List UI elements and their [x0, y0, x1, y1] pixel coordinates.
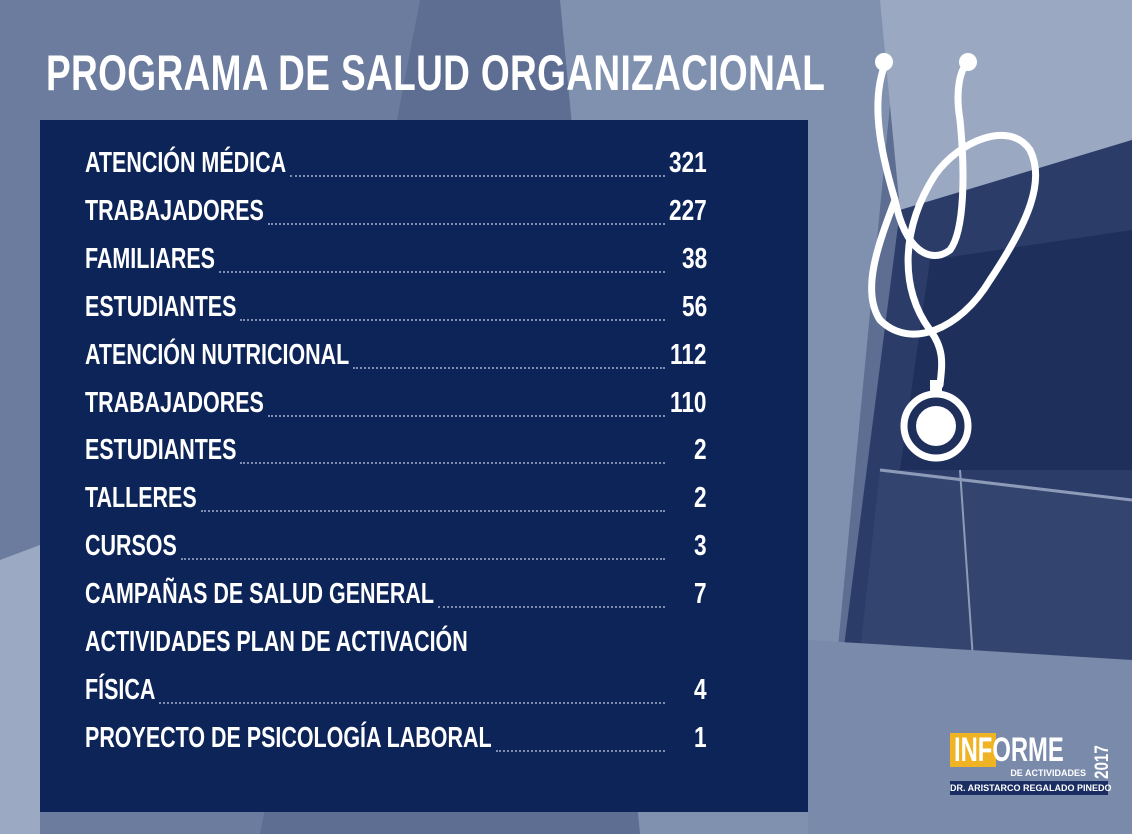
- dot-leader: [437, 606, 665, 609]
- brand: INFORME DE ACTIVIDADES 2017 DR. ARISTARC…: [950, 731, 1113, 797]
- dot-leader: [159, 701, 665, 704]
- row-value: 112: [670, 338, 707, 371]
- row-value: 2: [694, 482, 707, 515]
- row-label: FAMILIARES: [85, 242, 215, 275]
- dot-leader: [353, 366, 665, 369]
- row-value: 38: [681, 242, 707, 275]
- brand-subtitle: DE ACTIVIDADES: [1010, 768, 1086, 778]
- row-value: 110: [670, 386, 707, 419]
- dot-leader: [267, 222, 665, 225]
- row-label: ATENCIÓN NUTRICIONAL: [85, 338, 350, 371]
- row-label: CURSOS: [85, 530, 177, 563]
- row-label: FÍSICA: [85, 673, 156, 706]
- table-panel: [40, 120, 808, 812]
- dot-leader: [218, 270, 665, 273]
- row-value: 56: [681, 290, 707, 323]
- brand-word-rest: FORME: [977, 731, 1064, 769]
- dot-leader: [495, 749, 665, 752]
- row-label: TALLERES: [85, 482, 197, 515]
- dot-leader: [290, 175, 665, 177]
- brand-word: INFORME: [954, 731, 1064, 770]
- brand-author: DR. ARISTARCO REGALADO PINEDO: [950, 781, 1112, 795]
- row-value: 3: [694, 530, 707, 563]
- dot-leader: [180, 558, 665, 561]
- brand-highlight-box: [950, 733, 996, 767]
- stethoscope-icon: [868, 58, 1040, 462]
- row-label: TRABAJADORES: [85, 194, 264, 227]
- dot-leader: [240, 318, 665, 321]
- dot-leader: [200, 510, 665, 513]
- title: PROGRAMA DE SALUD ORGANIZACIONAL: [46, 45, 826, 101]
- dot-leader: [267, 414, 665, 417]
- row-label: ACTIVIDADES PLAN DE ACTIVACIÓN: [85, 626, 468, 658]
- row-value: 2: [694, 434, 707, 467]
- row-label: PROYECTO DE PSICOLOGÍA LABORAL: [85, 721, 492, 754]
- row-label: ATENCIÓN MÉDICA: [85, 147, 287, 179]
- brand-year: 2017: [1092, 745, 1113, 779]
- row-value: 321: [669, 147, 707, 179]
- row-value: 7: [694, 578, 707, 611]
- row-label: ESTUDIANTES: [85, 434, 237, 467]
- row-label: CAMPAÑAS DE SALUD GENERAL: [85, 578, 434, 611]
- dot-leader: [240, 462, 665, 465]
- row-value: 4: [694, 673, 707, 706]
- row-value: 1: [694, 721, 707, 754]
- brand-highlight: IN: [954, 731, 978, 769]
- row-value: 227: [669, 194, 707, 227]
- row-label: TRABAJADORES: [85, 386, 264, 419]
- row-label: ESTUDIANTES: [85, 290, 237, 323]
